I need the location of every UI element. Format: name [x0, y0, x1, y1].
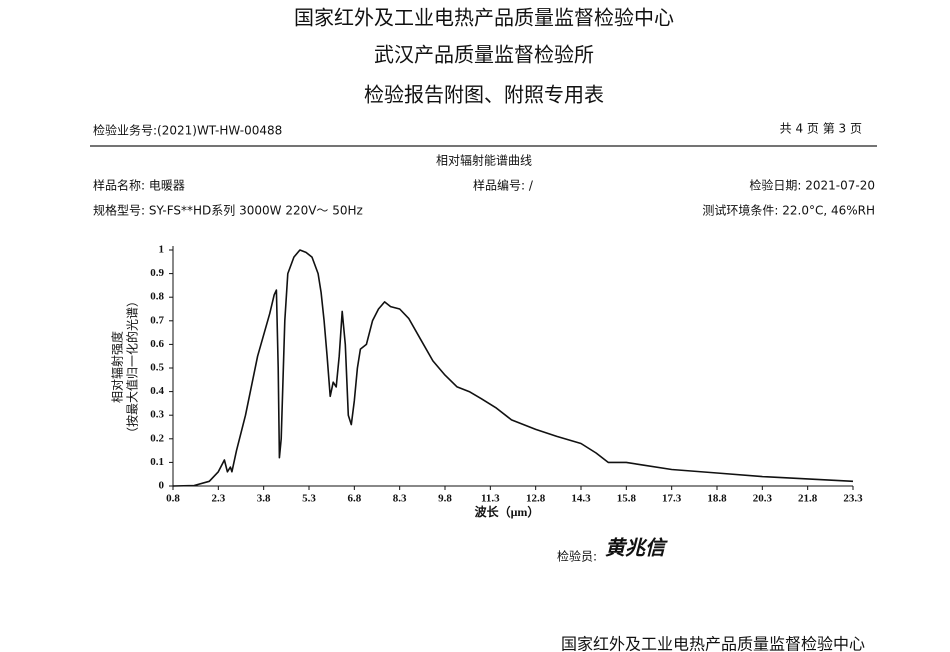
form-title: 检验报告附图、附照专用表: [364, 83, 604, 107]
x-tick-label: 14.3: [571, 493, 591, 505]
page-info: 共 4 页 第 3 页: [780, 122, 862, 136]
environment: 测试环境条件: 22.0°C, 46%RH: [702, 203, 875, 218]
x-tick-label: 15.8: [617, 493, 637, 505]
y-tick-label: 0.3: [150, 409, 164, 421]
sample-no: 样品编号: /: [473, 178, 534, 193]
sample-name: 样品名称: 电暖器: [93, 178, 185, 193]
x-tick-label: 8.3: [393, 493, 407, 505]
x-tick-label: 17.3: [662, 493, 682, 505]
spectrum-line: [172, 249, 854, 487]
x-tick-label: 18.8: [707, 493, 727, 505]
bottom-title: 国家红外及工业电热产品质量监督检验中心: [561, 635, 865, 652]
y-tick-label: 0.5: [150, 362, 164, 374]
title: 国家红外及工业电热产品质量监督检验中心: [294, 6, 674, 30]
x-tick-label: 12.8: [526, 493, 546, 505]
y-label: 相对辐射强度: [110, 331, 125, 403]
test-date: 检验日期: 2021-07-20: [749, 178, 875, 193]
y-tick-label: 0.6: [150, 338, 164, 350]
model: 规格型号: SY-FS**HD系列 3000W 220V～ 50Hz: [93, 203, 363, 218]
y-tick-label: 0.7: [150, 314, 164, 326]
y-tick-label: 1: [159, 244, 165, 256]
inspector: 检验员:: [557, 549, 597, 564]
x-tick-label: 9.8: [438, 493, 452, 505]
y-tick-label: 0.9: [150, 267, 164, 279]
y-tick-label: 0: [159, 480, 165, 492]
y-label-2: （按最大值归一化的光谱）: [125, 295, 140, 439]
y-tick-label: 0.1: [150, 456, 164, 468]
x-label: 波长（μm）: [475, 504, 540, 519]
x-tick-label: 0.8: [166, 493, 180, 505]
signature: 黄兆信: [605, 536, 668, 560]
x-tick-label: 11.3: [481, 493, 500, 505]
x-tick-label: 20.3: [753, 493, 773, 505]
plot: 0 0.1 0.2 0.3 0.4 0.5 0.6 0.7 0.8 0.9 1 0.8 2.3 3.8 5.…: [150, 244, 863, 505]
x-tick-label: 6.8: [347, 493, 361, 505]
x-tick-label: 21.8: [798, 493, 818, 505]
business-no: 检验业务号:(2021)WT-HW-00488: [93, 123, 282, 138]
x-tick-label: 3.8: [257, 493, 271, 505]
y-tick-label: 0.8: [150, 291, 164, 303]
subtitle: 武汉产品质量监督检验所: [374, 43, 594, 67]
y-tick-label: 0.4: [150, 385, 164, 397]
chart-title: 相对辐射能谱曲线: [436, 153, 532, 168]
x-tick-label: 2.3: [211, 493, 225, 505]
x-tick-label: 23.3: [843, 493, 863, 505]
y-tick-label: 0.2: [150, 432, 164, 444]
x-tick-label: 5.3: [302, 493, 316, 505]
